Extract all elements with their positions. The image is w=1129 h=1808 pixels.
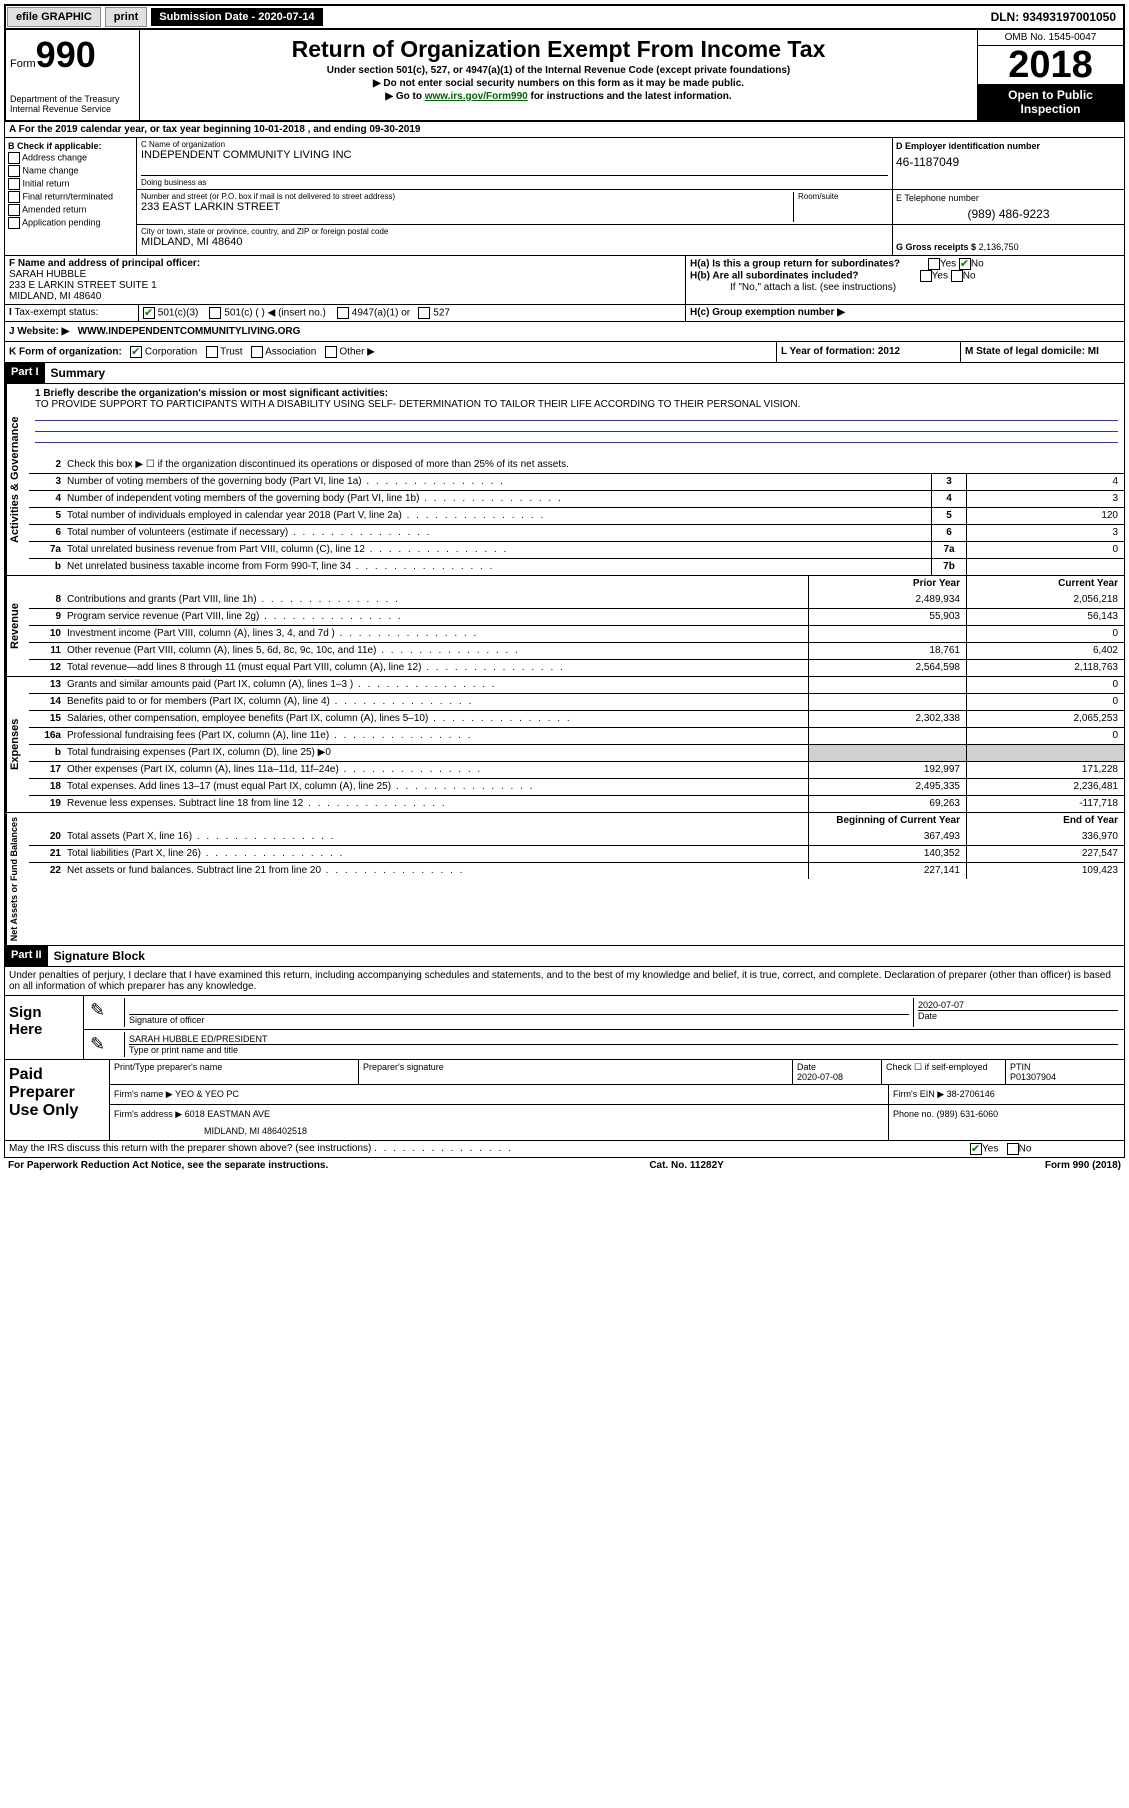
chk-name-change[interactable]: Name change xyxy=(8,165,133,177)
summary-line: 3Number of voting members of the governi… xyxy=(29,473,1124,490)
h-c: H(c) Group exemption number ▶ xyxy=(690,307,845,318)
public-inspection: Open to Public Inspection xyxy=(978,84,1123,120)
chk-pending[interactable]: Application pending xyxy=(8,217,133,229)
summary-line: 15Salaries, other compensation, employee… xyxy=(29,710,1124,727)
col-b-checkboxes: B Check if applicable: Address change Na… xyxy=(5,138,137,255)
summary-line: 8Contributions and grants (Part VIII, li… xyxy=(29,592,1124,608)
summary-line: 11Other revenue (Part VIII, column (A), … xyxy=(29,642,1124,659)
row-a-period: A For the 2019 calendar year, or tax yea… xyxy=(4,122,1125,138)
summary-line: 7aTotal unrelated business revenue from … xyxy=(29,541,1124,558)
summary-line: bNet unrelated business taxable income f… xyxy=(29,558,1124,575)
top-bar: efile GRAPHIC print Submission Date - 20… xyxy=(4,4,1125,30)
summary-line: 18Total expenses. Add lines 13–17 (must … xyxy=(29,778,1124,795)
tax-exempt-row: I Tax-exempt status: 501(c)(3) 501(c) ( … xyxy=(4,305,1125,322)
discuss-yes[interactable] xyxy=(970,1143,982,1155)
form-subtitle: Under section 501(c), 527, or 4947(a)(1)… xyxy=(146,65,971,76)
netassets-section: Net Assets or Fund Balances Beginning of… xyxy=(4,813,1125,946)
chk-final-return[interactable]: Final return/terminated xyxy=(8,191,133,203)
vert-expenses: Expenses xyxy=(5,677,29,812)
summary-line: 19Revenue less expenses. Subtract line 1… xyxy=(29,795,1124,812)
part1-header: Part I Summary xyxy=(4,363,1125,384)
dept-label: Department of the Treasury Internal Reve… xyxy=(10,94,135,114)
summary-line: 13Grants and similar amounts paid (Part … xyxy=(29,677,1124,693)
h-a: H(a) Is this a group return for subordin… xyxy=(690,258,1120,270)
website-row: J Website: ▶ WWW.INDEPENDENTCOMMUNITYLIV… xyxy=(4,322,1125,342)
chk-corp[interactable] xyxy=(130,346,142,358)
submission-date: Submission Date - 2020-07-14 xyxy=(151,8,322,26)
discuss-row: May the IRS discuss this return with the… xyxy=(4,1141,1125,1158)
form-number: Form990 xyxy=(10,34,135,76)
summary-line: 4Number of independent voting members of… xyxy=(29,490,1124,507)
summary-line: 10Investment income (Part VIII, column (… xyxy=(29,625,1124,642)
summary-line: 6Total number of volunteers (estimate if… xyxy=(29,524,1124,541)
chk-initial-return[interactable]: Initial return xyxy=(8,178,133,190)
vert-revenue: Revenue xyxy=(5,576,29,676)
summary-line: 9Program service revenue (Part VIII, lin… xyxy=(29,608,1124,625)
dln: DLN: 93493197001050 xyxy=(985,8,1122,26)
mission: 1 Briefly describe the organization's mi… xyxy=(29,384,1124,457)
h-b: H(b) Are all subordinates included? Yes … xyxy=(690,270,1120,282)
summary-line: 17Other expenses (Part IX, column (A), l… xyxy=(29,761,1124,778)
summary-line: 2Check this box ▶ ☐ if the organization … xyxy=(29,457,1124,473)
header-right: OMB No. 1545-0047 2018 Open to Public In… xyxy=(977,30,1123,120)
k-row: K Form of organization: Corporation Trus… xyxy=(4,342,1125,363)
preparer-block: Paid Preparer Use Only Print/Type prepar… xyxy=(4,1060,1125,1141)
form-title: Return of Organization Exempt From Incom… xyxy=(146,36,971,63)
vert-governance: Activities & Governance xyxy=(5,384,29,575)
form-header: Form990 Department of the Treasury Inter… xyxy=(4,30,1125,122)
footer: For Paperwork Reduction Act Notice, see … xyxy=(4,1158,1125,1173)
header-line1: ▶ Do not enter social security numbers o… xyxy=(146,78,971,89)
phone-cell: E Telephone number (989) 486-9223 xyxy=(892,190,1124,224)
tax-year: 2018 xyxy=(978,46,1123,84)
header-line2: ▶ Go to www.irs.gov/Form990 for instruct… xyxy=(146,91,971,102)
irs-link[interactable]: www.irs.gov/Form990 xyxy=(425,91,528,102)
part2-header: Part II Signature Block xyxy=(4,946,1125,967)
discuss-no[interactable] xyxy=(1007,1143,1019,1155)
org-name-cell: C Name of organization INDEPENDENT COMMU… xyxy=(137,138,892,189)
efile-label: efile GRAPHIC xyxy=(7,7,101,27)
expenses-section: Expenses 13Grants and similar amounts pa… xyxy=(4,677,1125,813)
officer-row: F Name and address of principal officer:… xyxy=(4,256,1125,305)
header-left: Form990 Department of the Treasury Inter… xyxy=(6,30,140,120)
print-button[interactable]: print xyxy=(105,7,147,27)
chk-501c3[interactable] xyxy=(143,307,155,319)
summary-line: bTotal fundraising expenses (Part IX, co… xyxy=(29,744,1124,761)
vert-netassets: Net Assets or Fund Balances xyxy=(5,813,29,945)
gross-receipts: G Gross receipts $ 2,136,750 xyxy=(892,225,1124,255)
governance-section: Activities & Governance 1 Briefly descri… xyxy=(4,384,1125,576)
summary-line: 5Total number of individuals employed in… xyxy=(29,507,1124,524)
summary-line: 20Total assets (Part X, line 16)367,4933… xyxy=(29,829,1124,845)
entity-block: B Check if applicable: Address change Na… xyxy=(4,138,1125,256)
chk-address-change[interactable]: Address change xyxy=(8,152,133,164)
header-mid: Return of Organization Exempt From Incom… xyxy=(140,30,977,120)
ein-cell: D Employer identification number 46-1187… xyxy=(892,138,1124,189)
revenue-section: Revenue Prior Year Current Year 8Contrib… xyxy=(4,576,1125,677)
summary-line: 14Benefits paid to or for members (Part … xyxy=(29,693,1124,710)
sign-here-block: Sign Here ✎ Signature of officer 2020-07… xyxy=(4,996,1125,1060)
chk-amended[interactable]: Amended return xyxy=(8,204,133,216)
summary-line: 16aProfessional fundraising fees (Part I… xyxy=(29,727,1124,744)
signature-declaration: Under penalties of perjury, I declare th… xyxy=(4,967,1125,996)
summary-line: 21Total liabilities (Part X, line 26)140… xyxy=(29,845,1124,862)
summary-line: 12Total revenue—add lines 8 through 11 (… xyxy=(29,659,1124,676)
summary-line: 22Net assets or fund balances. Subtract … xyxy=(29,862,1124,879)
